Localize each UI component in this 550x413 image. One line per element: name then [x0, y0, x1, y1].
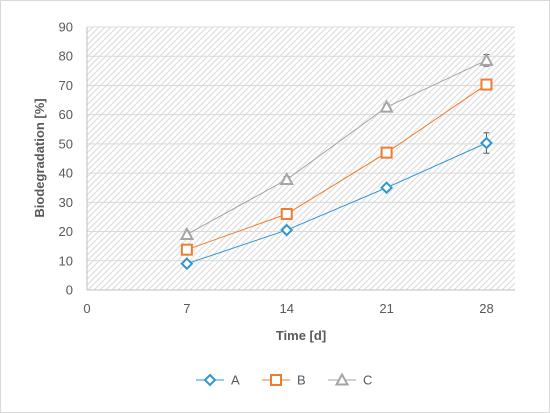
legend-label: A: [231, 373, 240, 388]
legend-marker-A: [203, 373, 217, 387]
y-tick-label: 10: [59, 253, 73, 268]
x-tick-label: 0: [83, 301, 90, 316]
data-point-B: [480, 78, 493, 91]
data-point-C: [179, 226, 195, 240]
y-tick-label: 20: [59, 224, 73, 239]
y-tick-label: 50: [59, 136, 73, 151]
y-tick-label: 30: [59, 195, 73, 210]
legend-item-C: C: [328, 372, 372, 388]
x-tick-labels: 0 7 14 21 28: [83, 301, 493, 316]
series-C: [179, 52, 494, 240]
legend-marker-B: [270, 374, 282, 386]
y-tick-label: 70: [59, 78, 73, 93]
data-point-C: [379, 99, 394, 113]
series-layer: [179, 52, 494, 271]
series-A: [180, 132, 493, 271]
series-line-B: [186, 84, 487, 251]
series-line-A: [186, 142, 487, 265]
legend-item-A: A: [196, 373, 240, 388]
plot-area: [87, 27, 515, 290]
y-tick-label: 90: [59, 20, 73, 35]
legend-item-B: B: [262, 373, 306, 388]
data-point-C: [479, 52, 494, 66]
y-tick-label: 0: [66, 283, 73, 298]
x-tick-label: 21: [379, 301, 393, 316]
data-point-B: [280, 208, 293, 221]
x-tick-label: 7: [183, 301, 190, 316]
y-tick-labels: 0 10 20 30 40 50 60 70 80 90: [59, 20, 73, 298]
y-tick-label: 40: [59, 166, 73, 181]
axes: [86, 27, 515, 291]
legend-label: C: [363, 373, 372, 388]
data-point-B: [180, 243, 193, 256]
legend-label: B: [297, 373, 306, 388]
x-axis-title: Time [d]: [276, 328, 326, 343]
series-line-C: [186, 59, 487, 235]
y-tick-label: 80: [59, 49, 73, 64]
gridlines: [87, 26, 515, 262]
legend: A B C: [196, 372, 372, 388]
data-point-C: [279, 171, 294, 186]
legend-marker-C: [334, 372, 350, 386]
data-point-A: [380, 181, 394, 195]
data-point-B: [380, 146, 393, 159]
y-axis-title: Biodegradation [%]: [32, 98, 47, 217]
data-point-A: [280, 223, 294, 237]
x-tick-label: 28: [479, 301, 493, 316]
x-tick-label: 14: [279, 301, 293, 316]
data-point-A: [180, 257, 194, 271]
series-B: [180, 78, 493, 256]
y-tick-label: 60: [59, 107, 73, 122]
data-point-A: [480, 136, 493, 150]
